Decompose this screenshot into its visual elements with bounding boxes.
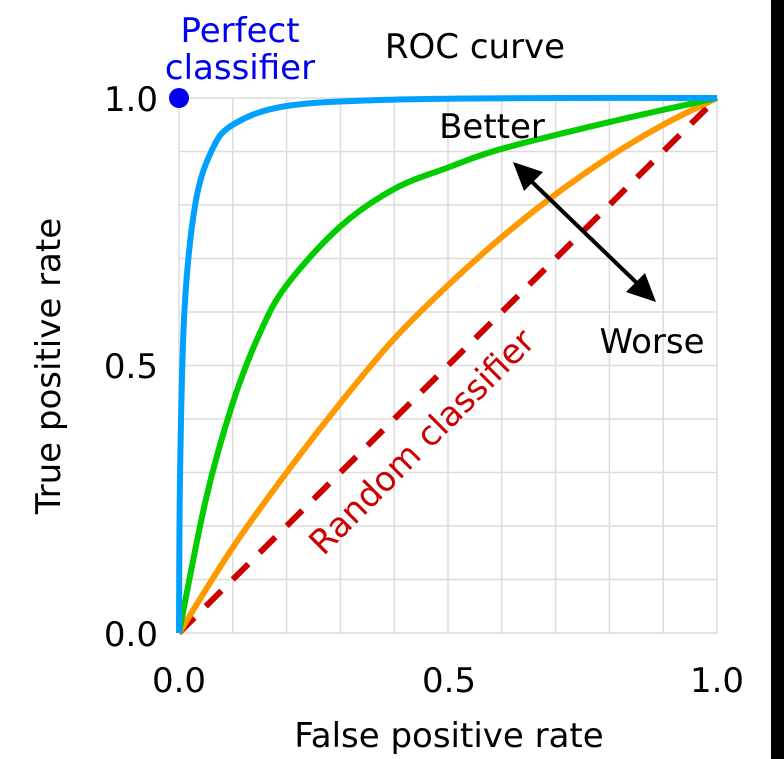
x-tick-2: 1.0 <box>690 661 744 701</box>
better-worse-arrow <box>513 162 656 302</box>
x-tick-0: 0.0 <box>152 661 206 701</box>
y-tick-1: 0.5 <box>104 347 158 387</box>
y-tick-2: 1.0 <box>104 80 158 120</box>
chart-title: ROC curve <box>385 27 565 67</box>
series-group <box>176 94 720 636</box>
random-classifier-label: Random classifier <box>301 321 543 563</box>
perfect-classifier-point <box>169 88 189 108</box>
x-tick-1: 0.5 <box>422 661 476 701</box>
better-label: Better <box>439 107 545 147</box>
y-axis-label: True positive rate <box>29 218 69 515</box>
right-edge-bar <box>771 0 784 759</box>
perfect-label-line1: Perfect <box>180 11 299 51</box>
series-line-excellent <box>176 94 718 634</box>
x-axis-label: False positive rate <box>294 716 603 756</box>
y-tick-0: 0.0 <box>104 615 158 655</box>
series-line-fair <box>176 95 719 635</box>
series-line-good <box>176 95 718 634</box>
perfect-label-line2: classifier <box>165 48 315 88</box>
grid <box>178 97 718 634</box>
worse-label: Worse <box>599 322 704 362</box>
